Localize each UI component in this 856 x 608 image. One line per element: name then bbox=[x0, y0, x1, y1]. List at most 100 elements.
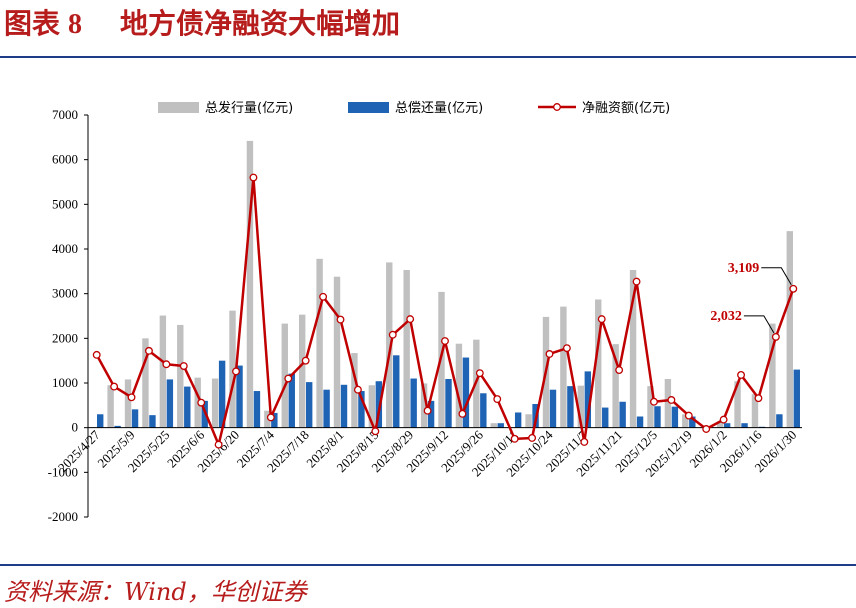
repayment-bar bbox=[393, 355, 400, 428]
issuance-bar bbox=[298, 314, 306, 428]
net-financing-point bbox=[632, 277, 641, 286]
repayment-bar bbox=[549, 389, 557, 428]
repayment-bar bbox=[236, 365, 243, 428]
repayment-bar bbox=[636, 416, 644, 428]
callout-leader bbox=[743, 315, 775, 334]
net-financing-point bbox=[232, 367, 240, 376]
issuance-bar bbox=[142, 338, 149, 428]
net-financing-point bbox=[475, 369, 484, 378]
repayment-bar bbox=[671, 406, 679, 428]
callout-leader bbox=[761, 267, 792, 286]
repayment-bar bbox=[166, 379, 174, 428]
combo-chart: -2000 -1000 0 1000 2000 3000 4000 5000 6000 7000 2… bbox=[48, 100, 802, 524]
issuance-bar bbox=[577, 385, 585, 428]
issuance-bar bbox=[647, 386, 654, 428]
issuance-bar bbox=[403, 269, 410, 428]
repayment-bar bbox=[497, 423, 504, 428]
repayment-bar bbox=[375, 381, 383, 428]
repayment-bar bbox=[323, 389, 330, 428]
repayment-bar bbox=[689, 416, 696, 428]
issuance-bar bbox=[612, 344, 619, 428]
issuance-bar bbox=[751, 394, 759, 428]
y-tick-label: 4000 bbox=[52, 241, 78, 256]
callout-label: 2,032 bbox=[710, 309, 742, 324]
net-financing-point bbox=[737, 371, 745, 379]
net-financing-point bbox=[545, 350, 554, 358]
repayment-bar bbox=[480, 393, 487, 428]
repayment-bar bbox=[114, 425, 121, 428]
repayment-bar bbox=[149, 415, 156, 428]
title-text: 地方债净融资大幅增加 bbox=[120, 7, 401, 40]
net-financing-point bbox=[510, 434, 519, 443]
issuance-bar bbox=[124, 379, 132, 428]
net-financing-point bbox=[179, 362, 188, 370]
y-tick-label: 5000 bbox=[52, 196, 78, 211]
net-financing-point bbox=[336, 315, 345, 324]
repayment-bar bbox=[567, 386, 574, 428]
issuance-bar bbox=[786, 231, 793, 428]
legend-swatch bbox=[348, 102, 389, 113]
repayment-bar bbox=[97, 414, 104, 428]
issuance-bar bbox=[769, 323, 776, 428]
repayment-bar bbox=[253, 391, 261, 428]
issuance-bar bbox=[595, 299, 602, 428]
net-financing-point bbox=[597, 315, 606, 324]
y-tick-label: -2000 bbox=[48, 509, 78, 524]
legend-label: 总发行量(亿元) bbox=[205, 100, 293, 116]
net-financing-point bbox=[145, 346, 153, 355]
repayment-bar bbox=[462, 357, 470, 428]
net-financing-point bbox=[249, 173, 258, 182]
repayment-bar bbox=[741, 423, 748, 428]
net-financing-point bbox=[458, 409, 467, 418]
issuance-bar bbox=[281, 323, 288, 428]
repayment-bar bbox=[184, 386, 191, 428]
net-financing-point bbox=[371, 427, 380, 436]
y-tick-label: 3000 bbox=[52, 286, 78, 301]
issuance-bar bbox=[107, 385, 114, 428]
repayment-bar bbox=[445, 378, 452, 428]
repayment-bar bbox=[288, 373, 295, 428]
repayment-bar bbox=[602, 407, 609, 428]
issuance-bar bbox=[420, 383, 428, 428]
net-financing-point bbox=[162, 360, 171, 369]
net-financing-point bbox=[650, 397, 658, 406]
repayment-bar bbox=[131, 409, 139, 428]
net-financing-point bbox=[388, 330, 397, 339]
issuance-bar bbox=[368, 385, 376, 428]
net-financing-point bbox=[771, 332, 780, 341]
net-financing-point bbox=[301, 356, 310, 365]
net-financing-point bbox=[284, 374, 293, 383]
net-financing-point bbox=[528, 433, 537, 442]
bottom-rule bbox=[0, 564, 856, 566]
repayment-bar bbox=[793, 369, 800, 428]
top-rule bbox=[0, 56, 856, 58]
net-financing-point bbox=[702, 425, 711, 433]
net-financing-point bbox=[441, 337, 449, 345]
net-financing-point bbox=[754, 394, 763, 403]
net-financing-point bbox=[319, 292, 328, 301]
callout-label: 3,109 bbox=[728, 261, 760, 276]
issuance-bar bbox=[246, 140, 254, 428]
repayment-bar bbox=[218, 360, 226, 428]
chart-title: 图表 8 地方债净融资大幅增加 bbox=[4, 2, 400, 46]
net-financing-point bbox=[127, 393, 136, 402]
net-financing-point bbox=[92, 350, 101, 359]
y-tick-label: 6000 bbox=[52, 152, 78, 167]
repayment-bar bbox=[271, 412, 278, 428]
repayment-bar bbox=[723, 423, 731, 428]
issuance-bar bbox=[229, 310, 236, 428]
net-financing-point bbox=[406, 315, 415, 324]
repayment-bar bbox=[619, 401, 626, 428]
issuance-bar bbox=[159, 315, 167, 428]
legend-swatch bbox=[158, 102, 199, 113]
issuance-bar bbox=[386, 262, 393, 428]
issuance-bar bbox=[734, 381, 741, 428]
issuance-bar bbox=[664, 378, 672, 428]
legend-label: 净融资额(亿元) bbox=[582, 101, 670, 116]
issuance-bar bbox=[682, 414, 689, 428]
issuance-bar bbox=[316, 258, 323, 428]
repayment-bar bbox=[427, 400, 435, 428]
issuance-bar bbox=[177, 324, 184, 428]
issuance-bar bbox=[455, 343, 463, 428]
source-note: 资料来源：Wind，华创证券 bbox=[4, 578, 307, 606]
